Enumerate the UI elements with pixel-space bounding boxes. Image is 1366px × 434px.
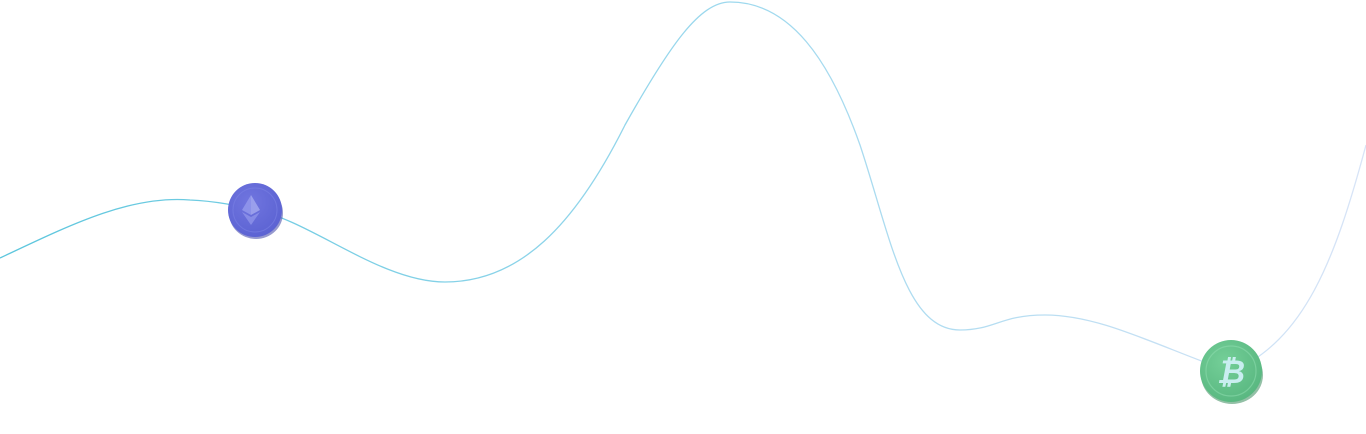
ethereum-coin-icon [226, 180, 284, 240]
wave-path [0, 1, 1366, 373]
bitcoin-symbol: ₿ [1217, 353, 1245, 391]
ethereum-symbol [242, 195, 260, 225]
bitcoin-coin-icon: ₿ [1198, 337, 1264, 405]
